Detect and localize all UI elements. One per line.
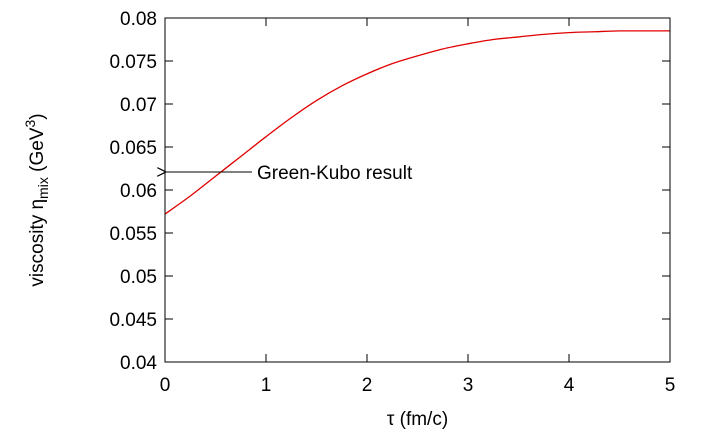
x-axis-ticks: 0 1 2 3 4 5 [160,18,676,396]
y-tick-label: 0.055 [109,224,157,245]
y-tick-label: 0.06 [120,181,157,202]
y-tick-label: 0.065 [109,138,157,159]
y-tick-label: 0.075 [109,52,157,73]
x-axis-unit: (fm/c) [394,409,448,430]
y-tick-label: 0.045 [109,310,157,331]
x-tick-label: 1 [261,375,272,396]
x-axis-symbol: τ [387,409,395,430]
x-tick-label: 2 [362,375,373,396]
y-tick-label: 0.05 [120,267,157,288]
annotation-text: Green-Kubo result [257,163,413,184]
annotation-layer: Green-Kubo result [166,163,413,184]
plot-frame [164,17,671,363]
x-axis-title: τ (fm/c) [387,409,448,430]
y-axis-ticks: 0.04 0.045 0.05 0.055 0.06 0.065 0.07 0.075 0.08 [109,9,670,374]
x-tick-label: 4 [564,375,575,396]
y-axis-subscript: mix [35,177,51,199]
y-tick-label: 0.04 [120,353,157,374]
y-tick-label: 0.07 [120,95,157,116]
series-layer [164,30,670,215]
y-tick-label: 0.08 [120,9,157,30]
x-tick-label: 5 [665,375,676,396]
x-tick-label: 0 [160,375,171,396]
y-axis-title: viscosity ηmix (GeV3) [22,113,51,286]
y-axis-superscript: 3 [22,120,38,128]
y-axis-unit-close: ) [27,113,48,119]
y-axis-symbol: η [27,199,48,210]
x-tick-label: 3 [463,375,474,396]
y-axis-prefix: viscosity [27,210,48,287]
y-axis-unit-open: (GeV [27,127,48,177]
viscosity-curve [164,30,670,215]
